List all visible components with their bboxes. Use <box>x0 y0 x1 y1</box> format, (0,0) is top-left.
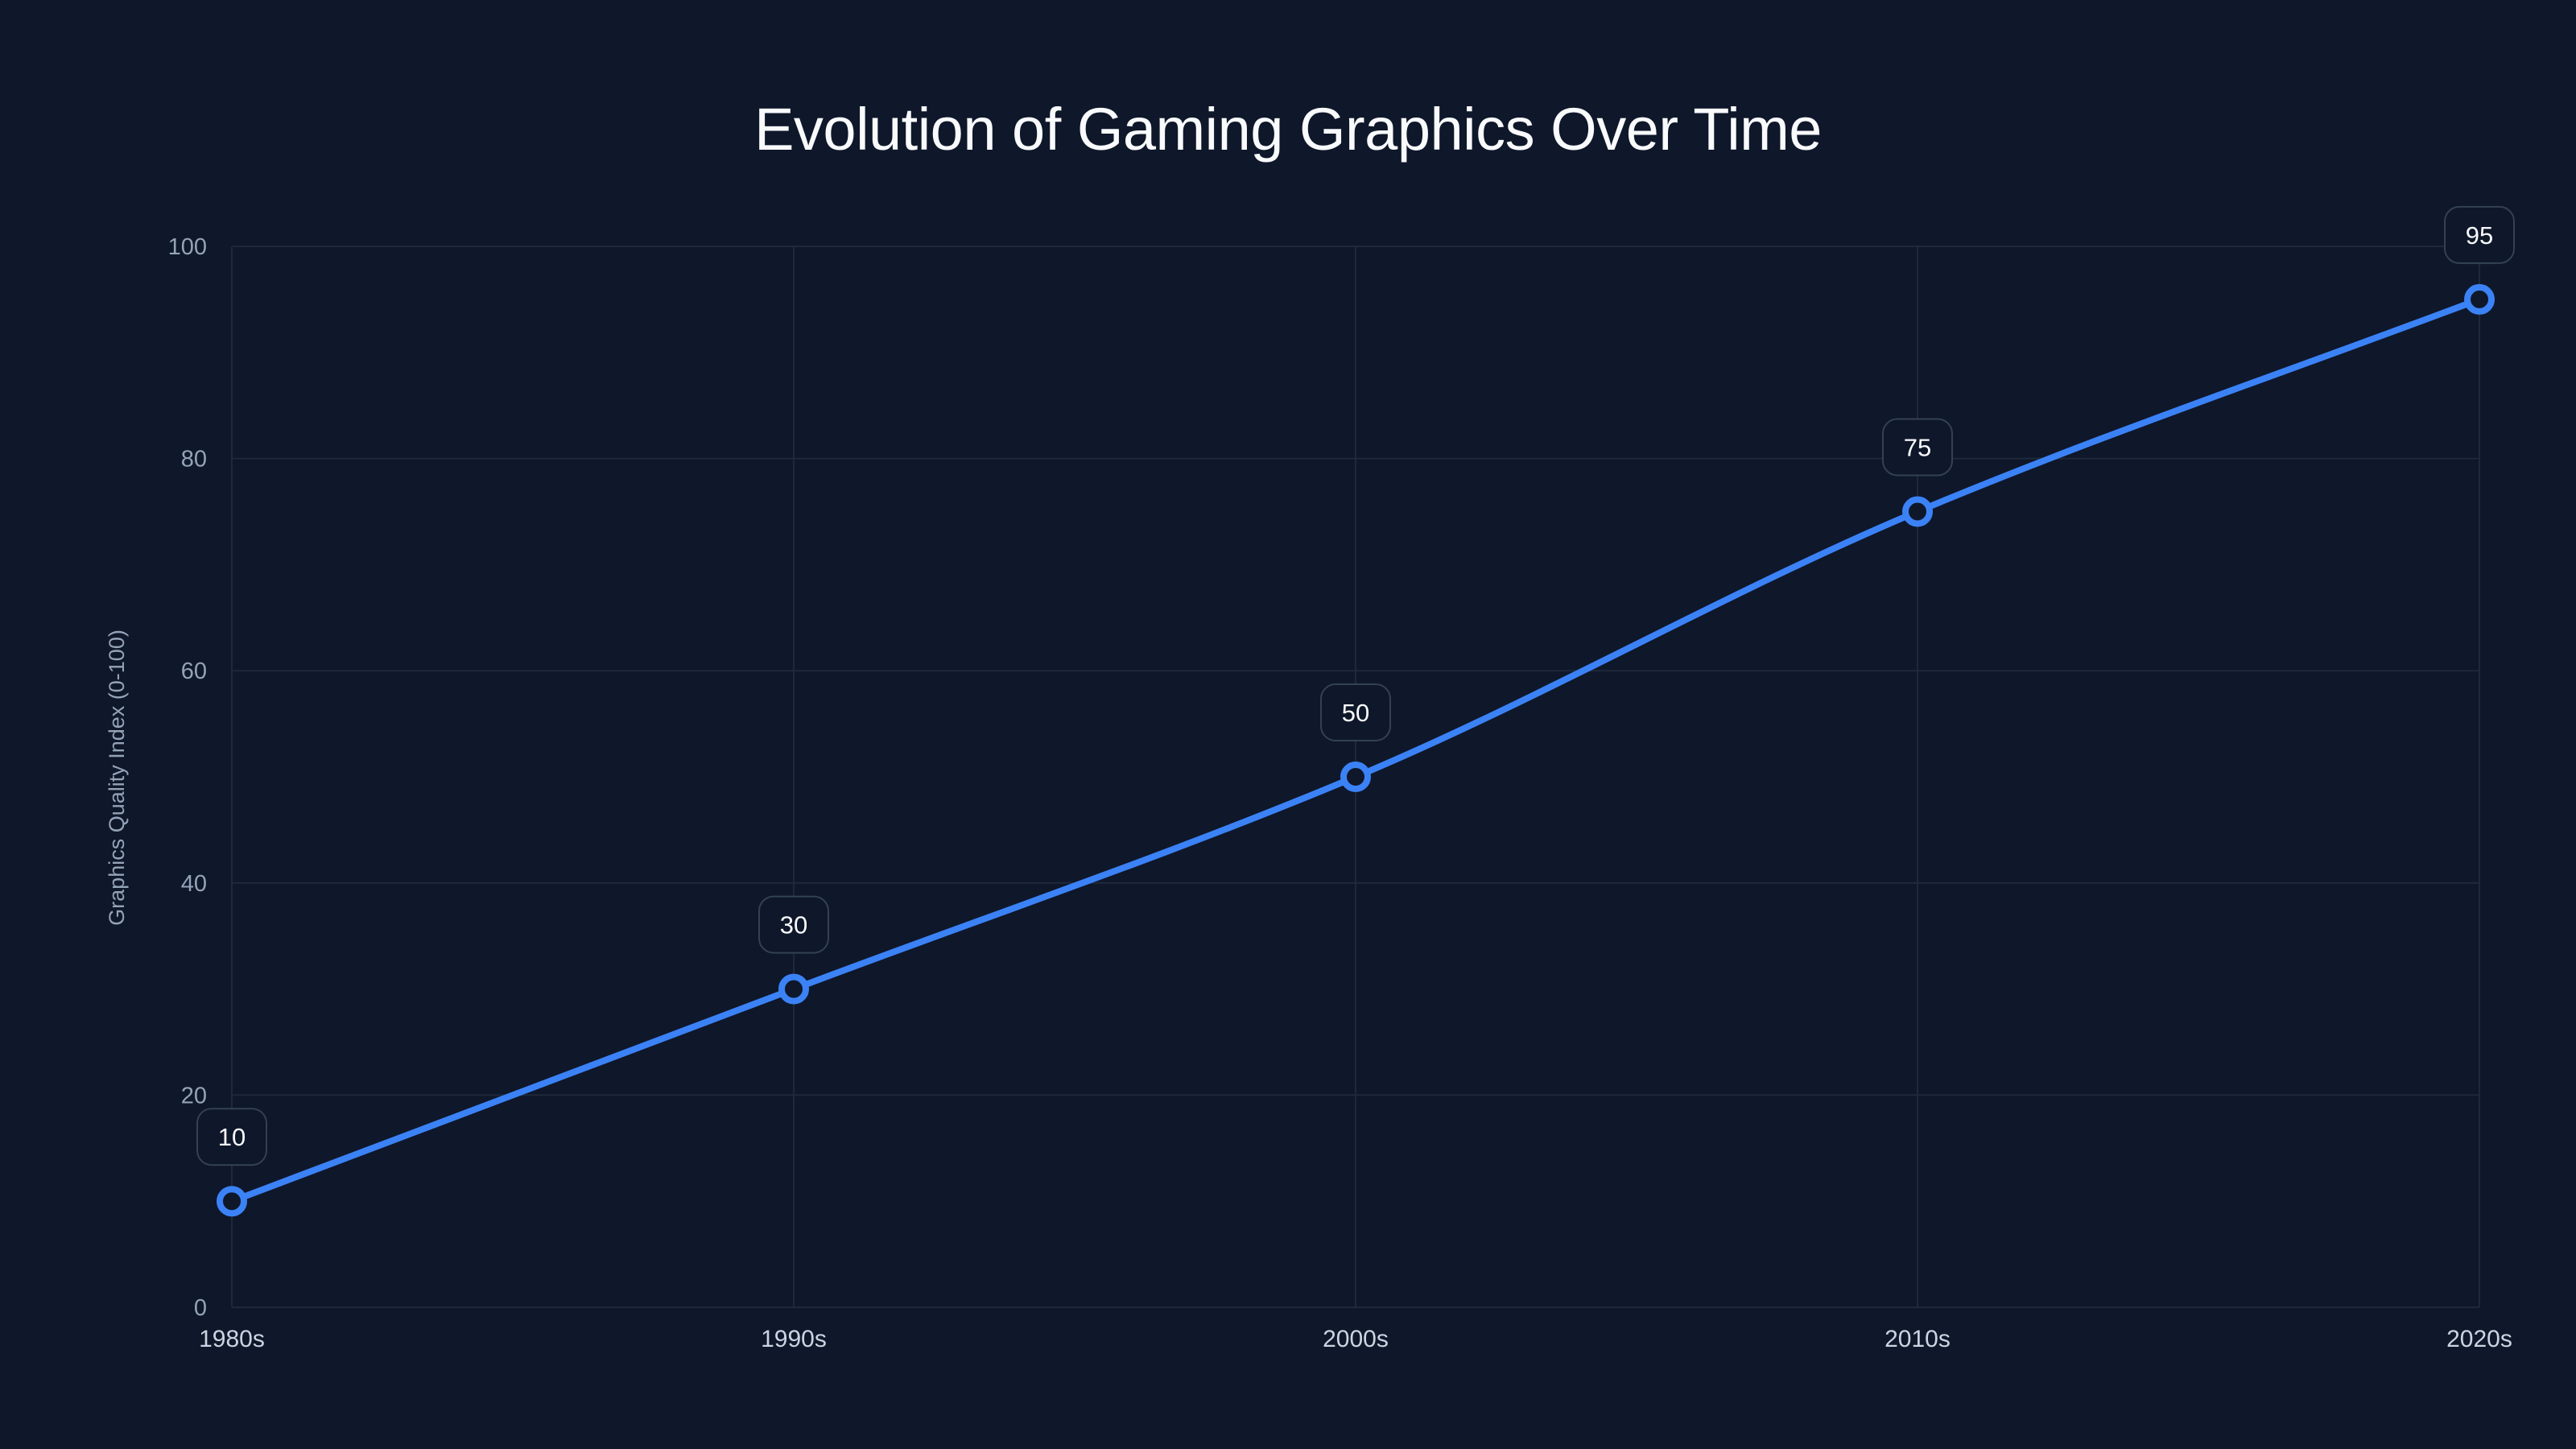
data-label: 10 <box>196 1108 267 1166</box>
y-tick-label: 40 <box>181 871 207 897</box>
y-axis-title: Graphics Quality Index (0-100) <box>105 630 129 926</box>
svg-text:10: 10 <box>218 1123 246 1151</box>
data-point-marker <box>2464 283 2495 315</box>
data-label: 30 <box>758 895 829 954</box>
data-point-marker <box>217 1186 247 1217</box>
data-label: 50 <box>1320 683 1391 741</box>
y-tick-label: 80 <box>181 447 207 473</box>
y-tick-label: 100 <box>168 234 207 260</box>
data-point-marker <box>1340 762 1371 792</box>
y-axis-ticks: 0 20 40 60 80 100 <box>168 234 207 1321</box>
data-label: 75 <box>1882 418 1953 477</box>
svg-text:30: 30 <box>780 911 807 939</box>
x-tick-label: 2000s <box>1323 1326 1389 1352</box>
y-tick-label: 20 <box>181 1083 207 1108</box>
data-point-marker <box>1902 496 1933 527</box>
x-tick-label: 2020s <box>2446 1326 2512 1352</box>
data-points <box>217 283 2495 1217</box>
svg-text:50: 50 <box>1342 699 1369 727</box>
x-tick-label: 1980s <box>199 1326 265 1352</box>
svg-text:75: 75 <box>1904 434 1931 462</box>
data-label: 95 <box>2444 205 2515 264</box>
x-axis-ticks: 1980s 1990s 2000s 2010s 2020s <box>199 1326 2512 1352</box>
data-point-marker <box>778 973 809 1005</box>
x-tick-label: 2010s <box>1885 1326 1951 1352</box>
svg-text:95: 95 <box>2466 221 2493 250</box>
gridlines <box>231 246 2480 1308</box>
y-tick-label: 0 <box>194 1295 207 1321</box>
x-tick-label: 1990s <box>761 1326 827 1352</box>
chart-title: Evolution of Gaming Graphics Over Time <box>754 96 1822 163</box>
y-tick-label: 60 <box>181 658 207 684</box>
data-labels: 10 30 50 75 95 <box>196 205 2515 1166</box>
